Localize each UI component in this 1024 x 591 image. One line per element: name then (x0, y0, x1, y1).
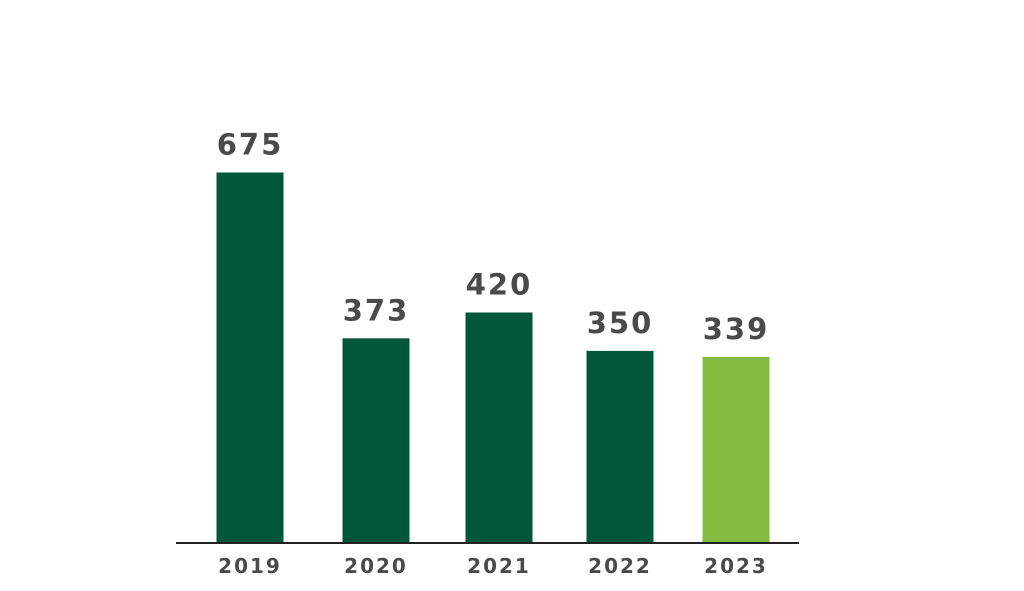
value-label-group: 675 373 420 350 339 (217, 128, 770, 346)
bar-2020 (342, 338, 410, 543)
value-label-2019: 675 (217, 128, 284, 162)
bar-2022 (586, 350, 654, 543)
x-tick-label-2020: 2020 (344, 554, 408, 578)
bar-2019 (216, 172, 284, 543)
value-label-2021: 420 (466, 268, 533, 302)
bar-group (216, 172, 770, 543)
x-tick-label-group: 2019 2020 2021 2022 2023 (218, 554, 768, 578)
bar-2023 (702, 356, 770, 543)
value-label-2022: 350 (587, 306, 654, 340)
x-tick-label-2019: 2019 (218, 554, 282, 578)
x-tick-label-2021: 2021 (467, 554, 531, 578)
x-tick-label-2023: 2023 (704, 554, 768, 578)
value-label-2023: 339 (703, 312, 770, 346)
x-tick-label-2022: 2022 (588, 554, 652, 578)
value-label-2020: 373 (343, 293, 410, 327)
bar-2021 (465, 312, 533, 543)
